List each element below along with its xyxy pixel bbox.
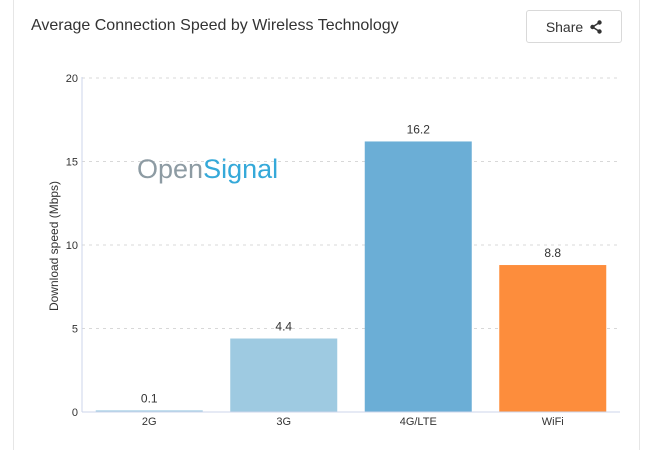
chart-title: Average Connection Speed by Wireless Tec…	[31, 17, 399, 34]
opensignal-watermark: OpenSignal	[137, 154, 278, 184]
x-category-label: 3G	[276, 416, 291, 428]
watermark-part2: Signal	[203, 154, 278, 184]
share-icon	[590, 19, 602, 34]
y-tick-label: 15	[66, 157, 78, 169]
y-tick-label: 0	[72, 407, 78, 419]
y-tick-label: 5	[72, 324, 78, 336]
bars: 0.1 4.4 16.2 8.8	[95, 122, 607, 412]
data-label: 8.8	[544, 246, 561, 260]
x-category-label: 2G	[142, 416, 157, 428]
bar-4g-lte	[364, 141, 472, 412]
data-label: 4.4	[275, 320, 292, 334]
bar-3g	[230, 338, 338, 412]
x-category-label: WiFi	[542, 416, 564, 428]
bar-wifi	[499, 265, 607, 412]
y-axis-label: Download speed (Mbps)	[47, 181, 61, 311]
share-button[interactable]: Share	[526, 10, 622, 43]
y-tick-label: 10	[66, 240, 78, 252]
y-axis-ticks: 0 5 10 15 20	[66, 73, 78, 419]
data-label: 0.1	[141, 391, 158, 405]
x-category-label: 4G/LTE	[400, 416, 437, 428]
share-label: Share	[545, 18, 584, 35]
data-label: 16.2	[407, 122, 431, 136]
watermark-part1: Open	[137, 154, 203, 184]
x-axis-categories: 2G 3G 4G/LTE WiFi	[142, 416, 564, 428]
bar-2g	[95, 410, 203, 412]
y-tick-label: 20	[66, 73, 78, 85]
